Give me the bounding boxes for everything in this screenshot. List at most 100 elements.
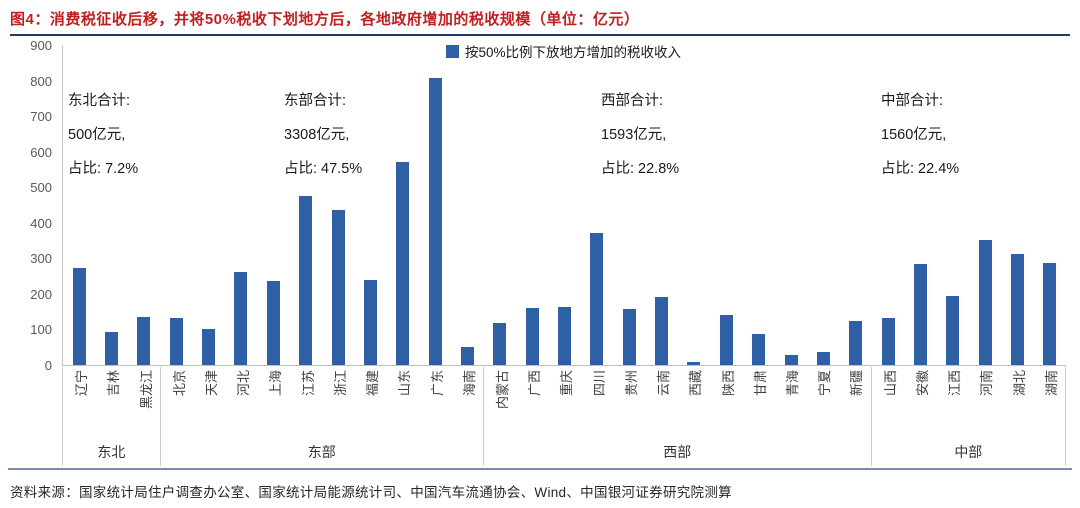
x-label-cell: 山西 bbox=[872, 367, 904, 440]
x-label-新疆: 新疆 bbox=[849, 370, 865, 397]
bar-slot bbox=[969, 46, 1001, 365]
x-label-cell: 广西 bbox=[516, 367, 548, 440]
bar-北京 bbox=[169, 318, 183, 365]
bar-slot bbox=[710, 46, 742, 365]
y-tick-label: 400 bbox=[30, 215, 52, 231]
annotation-line: 西部合计: bbox=[601, 93, 664, 109]
region-label-东部: 东部 bbox=[307, 444, 336, 460]
bar-江西 bbox=[946, 296, 960, 365]
x-label-cell: 四川 bbox=[581, 367, 613, 440]
x-label-吉林: 吉林 bbox=[106, 370, 122, 397]
x-label-内蒙古: 内蒙古 bbox=[495, 370, 511, 410]
x-label-cell: 山东 bbox=[386, 367, 418, 440]
annotation-west: 西部合计: 1593亿元, 占比: 22.8% bbox=[601, 84, 679, 186]
x-label-cell: 河南 bbox=[968, 367, 1000, 440]
bar-广西 bbox=[525, 308, 539, 365]
bar-slot bbox=[613, 46, 645, 365]
bar-安徽 bbox=[913, 264, 927, 365]
plot-area: 东北合计: 500亿元, 占比: 7.2% 东部合计: 3308亿元, 占比: … bbox=[62, 46, 1066, 366]
x-label-福建: 福建 bbox=[365, 370, 381, 397]
axis-group-西部: 内蒙古 广西 重庆 四川 贵州 云南 西藏 陕西 甘肃 青海 宁夏 新疆 西部 bbox=[484, 367, 872, 466]
bar-slot bbox=[742, 46, 774, 365]
region-label-西部: 西部 bbox=[663, 444, 692, 460]
bar-slot bbox=[257, 46, 289, 365]
x-label-cell: 湖南 bbox=[1033, 367, 1065, 440]
annotation-line: 1560亿元, bbox=[881, 127, 947, 143]
x-label-cell: 黑龙江 bbox=[127, 367, 159, 440]
y-tick-label: 300 bbox=[30, 251, 52, 267]
axis-group-东部: 北京 天津 河北 上海 江苏 浙江 福建 山东 广东 海南东部 bbox=[161, 367, 484, 466]
bar-slot bbox=[322, 46, 354, 365]
annotation-line: 3308亿元, bbox=[284, 127, 350, 143]
bar-slot bbox=[192, 46, 224, 365]
x-label-cell: 甘肃 bbox=[742, 367, 774, 440]
bar-slot bbox=[484, 46, 516, 365]
source-note: 资料来源：国家统计局住户调查办公室、国家统计局能源统计司、中国汽车流通协会、Wi… bbox=[10, 485, 732, 500]
x-label-陕西: 陕西 bbox=[720, 370, 736, 397]
x-label-cell: 吉林 bbox=[95, 367, 127, 440]
bar-宁夏 bbox=[816, 351, 830, 365]
x-label-辽宁: 辽宁 bbox=[74, 370, 90, 397]
bars bbox=[63, 46, 1066, 365]
bar-江苏 bbox=[299, 196, 313, 365]
y-tick-label: 600 bbox=[30, 144, 52, 160]
x-label-cell: 宁夏 bbox=[806, 367, 838, 440]
title-divider bbox=[10, 34, 1070, 36]
y-tick-label: 500 bbox=[30, 180, 52, 196]
bar-slot bbox=[678, 46, 710, 365]
x-label-安徽: 安徽 bbox=[914, 370, 930, 397]
x-label-cell: 广东 bbox=[419, 367, 451, 440]
bar-黑龙江 bbox=[137, 317, 151, 365]
bar-slot bbox=[128, 46, 160, 365]
bar-山西 bbox=[881, 318, 895, 365]
bar-重庆 bbox=[558, 307, 571, 365]
bar-陕西 bbox=[719, 314, 733, 365]
x-label-河北: 河北 bbox=[236, 370, 252, 397]
bar-slot bbox=[95, 46, 127, 365]
x-label-黑龙江: 黑龙江 bbox=[138, 370, 154, 410]
bar-slot bbox=[937, 46, 969, 365]
bar-新疆 bbox=[849, 320, 863, 365]
x-label-cell: 青海 bbox=[774, 367, 806, 440]
x-label-cell: 贵州 bbox=[613, 367, 645, 440]
x-label-cell: 新疆 bbox=[838, 367, 870, 440]
bar-slot bbox=[807, 46, 839, 365]
x-label-湖南: 湖南 bbox=[1043, 370, 1059, 397]
x-label-cell: 天津 bbox=[193, 367, 225, 440]
bar-辽宁 bbox=[72, 268, 86, 365]
x-label-cell: 江西 bbox=[936, 367, 968, 440]
annotation-line: 占比: 22.4% bbox=[881, 161, 960, 177]
bar-内蒙古 bbox=[493, 323, 507, 365]
x-axis-labels: 辽宁 吉林 黑龙江 东北 北京 天津 河北 上海 江苏 浙江 福建 山东 广东 海南 东部 内蒙古 广西 重庆 四川… bbox=[62, 367, 1066, 466]
annotation-line: 1593亿元, bbox=[601, 127, 667, 143]
x-label-cell: 上海 bbox=[257, 367, 289, 440]
x-label-湖北: 湖北 bbox=[1011, 370, 1027, 397]
x-label-cell: 云南 bbox=[645, 367, 677, 440]
bar-slot bbox=[354, 46, 386, 365]
x-label-cell: 辽宁 bbox=[63, 367, 95, 440]
annotation-line: 东北合计: bbox=[68, 93, 131, 109]
annotation-line: 占比: 7.2% bbox=[68, 161, 139, 177]
annotation-line: 东部合计: bbox=[284, 93, 347, 109]
bar-slot bbox=[872, 46, 904, 365]
x-label-宁夏: 宁夏 bbox=[817, 370, 833, 397]
axis-group-中部: 山西 安徽 江西 河南 湖北 湖南 中部 bbox=[872, 367, 1066, 466]
x-label-cell: 江苏 bbox=[290, 367, 322, 440]
bar-slot bbox=[419, 46, 451, 365]
bar-slot bbox=[225, 46, 257, 365]
legend-label: 按50%比例下放地方增加的税收收入 bbox=[465, 45, 682, 60]
x-label-贵州: 贵州 bbox=[623, 370, 639, 397]
axis-group-东北: 辽宁 吉林 黑龙江 东北 bbox=[63, 367, 161, 466]
x-label-cell: 海南 bbox=[451, 367, 483, 440]
y-tick-label: 900 bbox=[30, 38, 52, 53]
bar-山东 bbox=[396, 162, 410, 365]
x-label-云南: 云南 bbox=[656, 370, 672, 397]
x-label-北京: 北京 bbox=[171, 370, 187, 397]
x-label-cell: 陕西 bbox=[709, 367, 741, 440]
y-tick-label: 700 bbox=[30, 109, 52, 125]
x-label-cell: 安徽 bbox=[904, 367, 936, 440]
x-label-浙江: 浙江 bbox=[332, 370, 348, 397]
x-label-广东: 广东 bbox=[429, 370, 445, 397]
bar-河北 bbox=[234, 271, 248, 365]
